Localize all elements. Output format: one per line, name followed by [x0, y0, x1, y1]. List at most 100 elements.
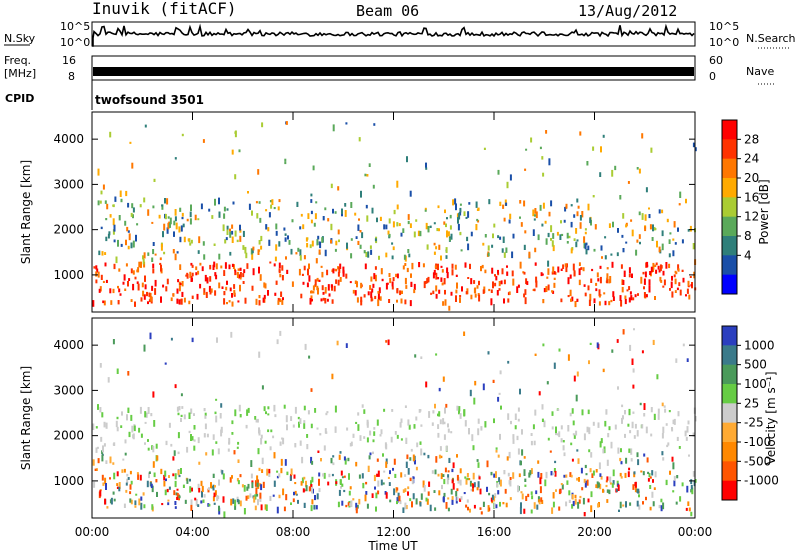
data-mark — [628, 297, 631, 303]
data-mark — [213, 502, 216, 505]
data-mark — [362, 482, 365, 489]
data-mark — [265, 411, 267, 415]
freq-tick-top: 16 — [62, 54, 76, 67]
data-mark — [452, 199, 455, 206]
data-mark — [611, 349, 614, 353]
data-mark — [225, 286, 228, 291]
data-mark — [573, 375, 576, 382]
data-mark — [606, 459, 609, 466]
data-mark — [606, 489, 609, 493]
data-mark — [672, 250, 675, 257]
data-mark — [316, 427, 319, 430]
data-mark — [675, 358, 678, 363]
data-mark — [189, 271, 192, 278]
data-mark — [147, 252, 150, 256]
data-mark — [258, 240, 261, 245]
data-mark — [532, 229, 535, 236]
data-mark — [495, 504, 498, 509]
data-mark — [204, 415, 207, 419]
data-mark — [308, 355, 311, 359]
data-mark — [597, 482, 600, 488]
data-mark — [643, 403, 646, 410]
data-mark — [173, 231, 175, 237]
data-mark — [233, 284, 236, 289]
data-mark — [534, 353, 537, 356]
data-mark — [221, 286, 224, 289]
data-mark — [107, 233, 110, 239]
data-mark — [269, 261, 272, 264]
data-mark — [622, 213, 625, 219]
data-mark — [233, 450, 236, 455]
data-mark — [442, 418, 445, 425]
data-mark — [524, 478, 527, 482]
data-mark — [472, 472, 475, 480]
data-mark — [520, 460, 522, 466]
data-mark — [172, 473, 175, 477]
data-mark — [102, 482, 105, 486]
data-mark — [476, 218, 479, 222]
data-mark — [391, 281, 394, 287]
data-mark — [331, 299, 334, 304]
data-mark — [440, 265, 443, 268]
data-mark — [263, 294, 266, 300]
data-mark — [612, 480, 615, 485]
data-mark — [508, 219, 511, 224]
data-mark — [610, 253, 613, 256]
data-mark — [547, 268, 550, 275]
colorbar-segment — [722, 403, 737, 424]
data-mark — [459, 413, 462, 419]
data-mark — [349, 486, 352, 490]
data-mark — [161, 204, 164, 210]
velocity-colorbar-label: Velocity [m s⁻¹] — [764, 371, 778, 464]
data-mark — [140, 433, 143, 438]
data-mark — [92, 423, 95, 430]
data-mark — [275, 230, 278, 236]
data-mark — [218, 479, 220, 486]
data-mark — [208, 487, 210, 491]
data-mark — [573, 214, 576, 218]
data-mark — [193, 425, 196, 430]
data-mark — [632, 484, 635, 490]
data-mark — [523, 508, 526, 514]
data-mark — [551, 426, 554, 430]
data-mark — [572, 500, 575, 507]
data-mark — [644, 214, 647, 221]
data-mark — [158, 214, 161, 219]
data-mark — [229, 477, 232, 483]
data-mark — [357, 412, 360, 416]
data-mark — [241, 484, 244, 488]
data-mark — [162, 231, 164, 238]
data-mark — [641, 133, 644, 139]
data-mark — [467, 506, 469, 511]
data-mark — [402, 489, 405, 493]
data-mark — [126, 226, 129, 232]
data-mark — [472, 483, 475, 489]
data-mark — [560, 425, 563, 430]
data-mark — [534, 208, 537, 214]
data-mark — [221, 470, 224, 475]
data-mark — [113, 239, 116, 243]
data-mark — [399, 500, 402, 505]
data-mark — [444, 467, 447, 473]
data-mark — [98, 288, 101, 293]
data-mark — [364, 173, 367, 177]
data-mark — [509, 213, 512, 220]
data-mark — [669, 288, 671, 291]
data-mark — [105, 218, 108, 221]
data-mark — [236, 271, 239, 278]
data-mark — [267, 429, 270, 433]
data-mark — [337, 501, 340, 508]
data-mark — [332, 462, 335, 466]
data-mark — [290, 468, 293, 476]
data-mark — [259, 498, 262, 502]
data-mark — [177, 279, 180, 283]
data-mark — [657, 413, 660, 420]
data-mark — [267, 406, 270, 410]
data-mark — [178, 495, 181, 499]
data-mark — [366, 215, 369, 222]
data-mark — [491, 494, 494, 500]
data-mark — [572, 263, 575, 271]
data-mark — [166, 227, 169, 234]
data-mark — [631, 421, 634, 429]
